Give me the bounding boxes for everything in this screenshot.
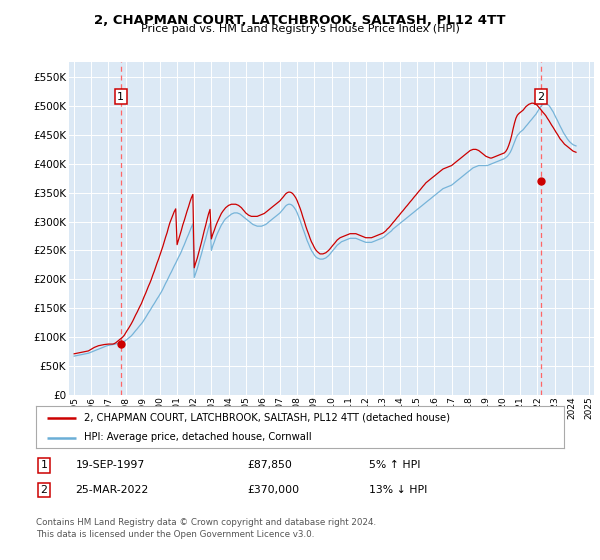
Text: Price paid vs. HM Land Registry's House Price Index (HPI): Price paid vs. HM Land Registry's House … <box>140 24 460 34</box>
Text: 2, CHAPMAN COURT, LATCHBROOK, SALTASH, PL12 4TT (detached house): 2, CHAPMAN COURT, LATCHBROOK, SALTASH, P… <box>83 413 449 423</box>
Text: £370,000: £370,000 <box>247 485 299 495</box>
Text: 1: 1 <box>118 92 124 101</box>
Text: 2: 2 <box>538 92 545 101</box>
Text: 19-SEP-1997: 19-SEP-1997 <box>76 460 145 470</box>
Text: 1: 1 <box>40 460 47 470</box>
Text: 25-MAR-2022: 25-MAR-2022 <box>76 485 149 495</box>
Text: 13% ↓ HPI: 13% ↓ HPI <box>368 485 427 495</box>
Text: £87,850: £87,850 <box>247 460 292 470</box>
Text: HPI: Average price, detached house, Cornwall: HPI: Average price, detached house, Corn… <box>83 432 311 442</box>
Text: 5% ↑ HPI: 5% ↑ HPI <box>368 460 420 470</box>
Text: 2, CHAPMAN COURT, LATCHBROOK, SALTASH, PL12 4TT: 2, CHAPMAN COURT, LATCHBROOK, SALTASH, P… <box>94 14 506 27</box>
Text: 2: 2 <box>40 485 47 495</box>
Text: Contains HM Land Registry data © Crown copyright and database right 2024.
This d: Contains HM Land Registry data © Crown c… <box>36 518 376 539</box>
